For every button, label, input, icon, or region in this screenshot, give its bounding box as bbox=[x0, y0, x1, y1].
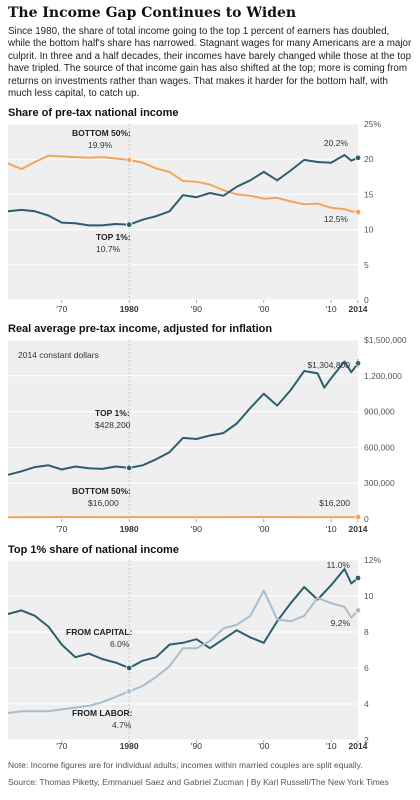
data-label: 10.7% bbox=[96, 244, 121, 254]
series-label: TOP 1%: bbox=[96, 232, 131, 242]
chart2-title: Real average pre-tax income, adjusted fo… bbox=[8, 323, 273, 335]
data-point bbox=[125, 664, 133, 672]
data-label: $16,200 bbox=[319, 498, 350, 508]
chart-top1-composition: 2 4 6 8 10 12% '70 1980 '90 '00 '10 2014 FROM CAPITA… bbox=[7, 556, 381, 751]
series-line bbox=[7, 568, 359, 669]
data-label: 6.0% bbox=[110, 639, 130, 649]
x-tick-label: '70 bbox=[56, 304, 67, 314]
y-tick-label: 2 bbox=[364, 735, 369, 745]
x-tick-label: '10 bbox=[326, 524, 337, 534]
y-tick-label: 25% bbox=[364, 120, 381, 129]
x-tick-label: '10 bbox=[326, 304, 337, 314]
data-point bbox=[125, 156, 133, 164]
page-title: The Income Gap Continues to Widen bbox=[8, 5, 297, 21]
series-label: BOTTOM 50%: bbox=[72, 128, 131, 138]
series-label: BOTTOM 50%: bbox=[72, 486, 131, 496]
chart-subtitle: 2014 constant dollars bbox=[18, 350, 99, 360]
y-tick-label: 0 bbox=[364, 514, 369, 524]
y-tick-label: 1,200,000 bbox=[364, 371, 402, 381]
data-point bbox=[354, 208, 362, 216]
data-point bbox=[125, 464, 133, 472]
x-tick-label: 1980 bbox=[120, 741, 139, 751]
data-label: 9.2% bbox=[331, 618, 351, 628]
x-tick-label: 2014 bbox=[349, 304, 368, 314]
y-tick-label: $1,500,000 bbox=[364, 336, 407, 345]
plot-background bbox=[8, 124, 358, 300]
data-label: $428,200 bbox=[95, 420, 131, 430]
y-tick-label: 10 bbox=[364, 591, 374, 601]
series-line bbox=[7, 154, 359, 213]
data-label: 20.2% bbox=[324, 138, 349, 148]
series-line bbox=[7, 360, 359, 476]
y-tick-label: 600,000 bbox=[364, 442, 395, 452]
data-label: 4.7% bbox=[112, 720, 132, 730]
x-tick-label: 1980 bbox=[120, 524, 139, 534]
x-tick-label: '90 bbox=[191, 304, 202, 314]
series-label: FROM LABOR: bbox=[72, 708, 133, 718]
chart-income-share: 0 5 10 15 20 25% '70 1980 '90 '00 '10 2014 BOTTOM 50… bbox=[7, 120, 381, 314]
data-point bbox=[354, 607, 362, 614]
y-tick-label: 0 bbox=[364, 295, 369, 305]
y-tick-label: 8 bbox=[364, 627, 369, 637]
data-label: 19.9% bbox=[88, 140, 113, 150]
data-point bbox=[354, 513, 362, 521]
y-tick-label: 300,000 bbox=[364, 478, 395, 488]
data-point bbox=[354, 574, 362, 582]
y-tick-label: 5 bbox=[364, 260, 369, 270]
x-tick-label: '90 bbox=[191, 741, 202, 751]
data-label: 12.5% bbox=[324, 214, 349, 224]
x-tick-label: '70 bbox=[56, 524, 67, 534]
y-tick-label: 15 bbox=[364, 189, 374, 199]
series-line bbox=[7, 154, 359, 227]
y-tick-label: 4 bbox=[364, 699, 369, 709]
y-tick-label: 6 bbox=[364, 663, 369, 673]
footer-source: Source: Thomas Piketty, Emmanuel Saez an… bbox=[8, 777, 389, 787]
x-tick-label: '00 bbox=[258, 304, 269, 314]
plot-background bbox=[8, 340, 358, 519]
data-label: 11.0% bbox=[327, 560, 351, 570]
y-tick-label: 20 bbox=[364, 154, 374, 164]
x-tick-label: '00 bbox=[258, 524, 269, 534]
x-tick-label: '10 bbox=[326, 741, 337, 751]
x-tick-label: 2014 bbox=[349, 741, 368, 751]
y-tick-label: 12% bbox=[364, 556, 381, 565]
intro-paragraph: Since 1980, the share of total income go… bbox=[8, 26, 412, 100]
data-point bbox=[354, 154, 362, 161]
x-tick-label: 2014 bbox=[349, 524, 368, 534]
data-label: $1,304,800 bbox=[307, 360, 350, 370]
chart3-title: Top 1% share of national income bbox=[8, 544, 179, 556]
chart-real-income: 0 300,000 600,000 900,000 1,200,000 $1,500,00… bbox=[7, 336, 407, 534]
y-tick-label: 900,000 bbox=[364, 407, 395, 417]
chart1-title: Share of pre-tax national income bbox=[8, 107, 179, 119]
series-line bbox=[7, 589, 359, 714]
y-tick-label: 10 bbox=[364, 225, 374, 235]
footer-note: Note: Income figures are for individual … bbox=[8, 760, 363, 770]
data-point bbox=[125, 221, 133, 228]
series-label: FROM CAPITAL: bbox=[66, 627, 133, 637]
x-tick-label: '90 bbox=[191, 524, 202, 534]
series-label: TOP 1%: bbox=[95, 408, 130, 418]
x-tick-label: '70 bbox=[56, 741, 67, 751]
data-point bbox=[125, 688, 133, 695]
data-label: $16,000 bbox=[88, 498, 119, 508]
x-tick-label: '00 bbox=[258, 741, 269, 751]
x-tick-label: 1980 bbox=[120, 304, 139, 314]
